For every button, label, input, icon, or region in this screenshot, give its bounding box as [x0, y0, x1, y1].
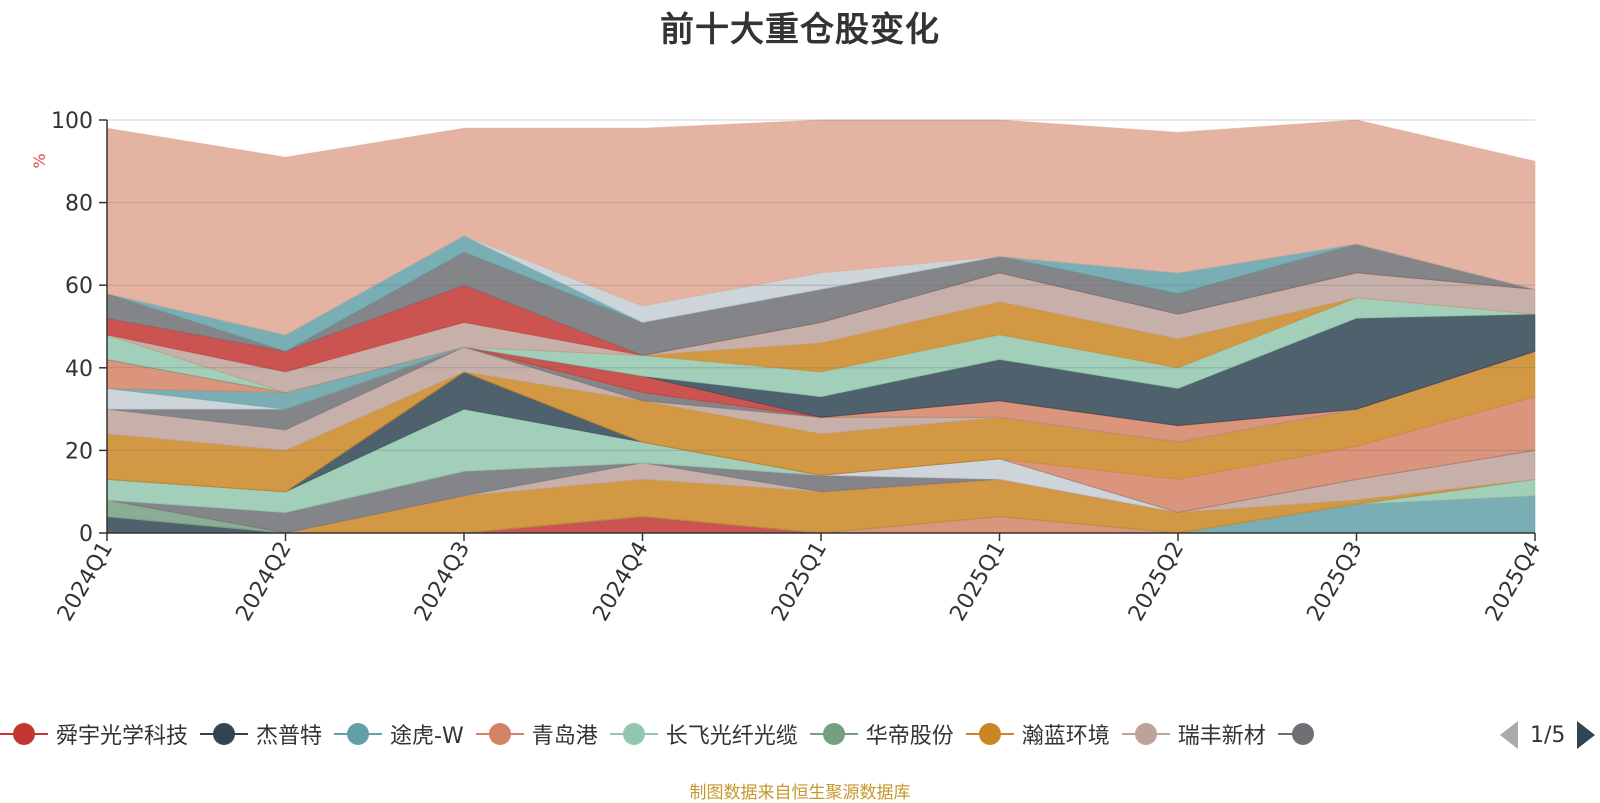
legend-page-indicator: 1/5 — [1530, 722, 1566, 748]
y-tick-label: 20 — [65, 439, 93, 464]
legend-marker-icon — [0, 722, 48, 746]
y-tick-label: 0 — [79, 522, 93, 547]
x-tick-label: 2025Q4 — [1481, 538, 1546, 626]
legend-item[interactable]: 瀚蓝环境 — [965, 716, 1110, 752]
legend-marker-icon — [1121, 722, 1170, 746]
legend-marker-icon — [809, 722, 858, 746]
x-tick-label: 2024Q3 — [410, 538, 475, 626]
legend-label: 瀚蓝环境 — [1021, 724, 1110, 749]
data-source-footnote: 制图数据来自恒生聚源数据库 — [689, 783, 911, 803]
legend-label: 长飞光纤光缆 — [665, 724, 798, 749]
legend-prev-page-icon[interactable] — [1500, 721, 1518, 749]
legend-item[interactable]: 长飞光纤光缆 — [609, 716, 798, 752]
x-tick-label: 2024Q4 — [588, 538, 653, 626]
y-tick-label: 100 — [51, 109, 93, 134]
legend-label: 舜宇光学科技 — [56, 724, 189, 749]
legend-overflow-icon — [1277, 722, 1322, 746]
x-tick-label: 2025Q1 — [767, 538, 832, 626]
legend-item[interactable]: 青岛港 — [475, 716, 598, 752]
legend-pager: 1/5 — [1500, 720, 1596, 750]
y-tick-label: 80 — [65, 192, 93, 217]
legend-label: 青岛港 — [531, 724, 598, 749]
area-series-28 — [106, 119, 1536, 336]
legend-label: 杰普特 — [256, 724, 323, 749]
legend-label: 瑞丰新材 — [1177, 724, 1266, 749]
legend-next-page-icon[interactable] — [1577, 721, 1596, 749]
legend-item[interactable]: 途虎-W — [334, 716, 464, 752]
legend-marker-icon — [475, 722, 524, 746]
legend-marker-icon — [200, 722, 249, 746]
legend-marker-icon — [609, 722, 658, 746]
y-tick-label: 40 — [65, 357, 93, 382]
x-tick-label: 2024Q1 — [53, 538, 118, 626]
legend-label: 途虎-W — [390, 724, 464, 749]
x-tick-label: 2025Q3 — [1302, 538, 1367, 626]
chart-title: 前十大重仓股变化 — [660, 10, 940, 50]
area-series-group — [106, 119, 1536, 534]
legend-item[interactable]: 杰普特 — [200, 716, 322, 752]
y-axis-label: % — [30, 153, 49, 168]
legend-item[interactable]: 舜宇光学科技 — [0, 716, 188, 752]
legend-item[interactable]: 瑞丰新材 — [1121, 716, 1266, 752]
legend: 舜宇光学科技 杰普特 途虎-W 青岛港 长飞光纤光缆 华帝股份 瀚蓝环境 瑞丰新材 — [0, 716, 1330, 752]
legend-label: 华帝股份 — [865, 724, 954, 749]
stacked-area-chart: 0 20 40 60 80 100 2024Q1 2024Q2 2024Q3 2024Q4 2025… — [30, 109, 1546, 626]
y-tick-label: 60 — [65, 274, 93, 299]
x-tick-label: 2024Q2 — [231, 538, 296, 626]
x-tick-label: 2025Q2 — [1124, 538, 1189, 626]
legend-marker-icon — [334, 722, 383, 746]
legend-marker-icon — [965, 722, 1014, 746]
legend-item[interactable]: 华帝股份 — [809, 716, 954, 752]
grid-lines — [107, 119, 1535, 451]
x-tick-label: 2025Q1 — [945, 538, 1010, 626]
